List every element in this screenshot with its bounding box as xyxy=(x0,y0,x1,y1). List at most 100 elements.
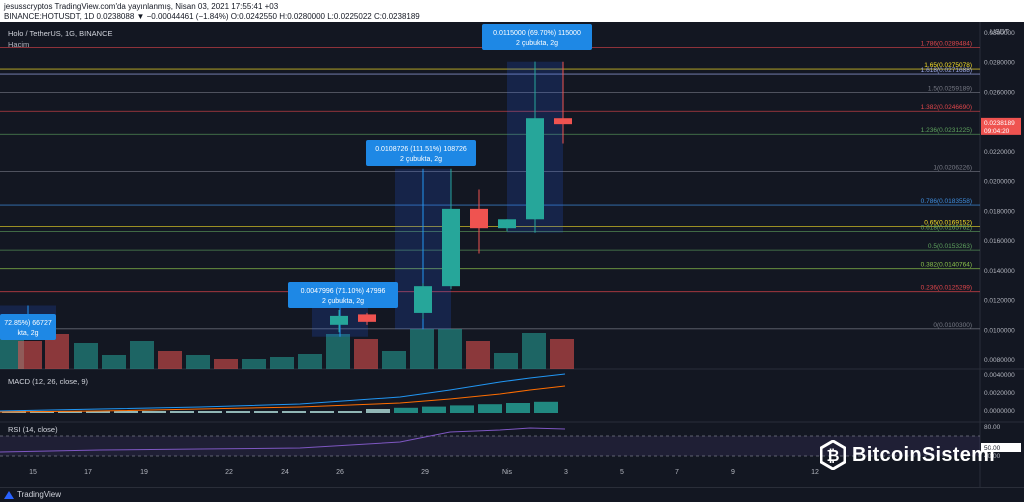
candle-body xyxy=(470,208,488,229)
tradingview-icon xyxy=(4,490,14,499)
volume-bar xyxy=(354,339,378,369)
fib-label: 0.65(0.0169152) xyxy=(924,219,972,226)
time-tick: 15 xyxy=(29,469,37,476)
candle-body xyxy=(442,208,460,287)
macd-histogram-bar xyxy=(198,411,222,413)
volume-bar xyxy=(186,355,210,369)
volume-bar xyxy=(326,334,350,369)
rsi-tick: 50.00 xyxy=(984,445,1001,452)
price-tick: 0.0080000 xyxy=(984,357,1015,364)
macd-histogram-bar xyxy=(506,403,530,413)
price-tick: 0.0260000 xyxy=(984,89,1015,96)
price-chart[interactable]: 1.786(0.0289484) 1.65(0.0275078)1.618(0.0… xyxy=(0,22,1024,487)
symbol-ohlc: BINANCE:HOTUSDT, 1D 0.0238088 ▼ −0.00044… xyxy=(4,12,420,21)
time-tick: 22 xyxy=(225,469,233,476)
price-tick: 0.0160000 xyxy=(984,238,1015,245)
macd-histogram-bar xyxy=(366,409,390,413)
measure-value: 0.0047996 (71.10%) 47996 xyxy=(301,288,386,295)
candle-body xyxy=(358,314,376,322)
volume-bar xyxy=(466,341,490,369)
macd-histogram-bar xyxy=(254,411,278,413)
price-tick: 0.0220000 xyxy=(984,149,1015,156)
volume-bar xyxy=(494,353,518,369)
rsi-tick: 80.00 xyxy=(984,424,1001,431)
macd-histogram-bar xyxy=(226,411,250,413)
measure-value: 72.85%) 66727 xyxy=(4,320,52,327)
macd-histogram-bar xyxy=(338,411,362,413)
candle-body xyxy=(526,118,544,220)
macd-line xyxy=(0,373,566,412)
macd-tick: 0.0040000 xyxy=(984,372,1015,379)
price-tick: 0.0200000 xyxy=(984,179,1015,186)
volume-bar xyxy=(522,333,546,369)
volume-bar xyxy=(550,339,574,369)
rsi-legend[interactable]: RSI (14, close) xyxy=(8,425,58,434)
time-tick: 24 xyxy=(281,469,289,476)
last-price-tag xyxy=(981,117,1021,135)
measure-label-bg xyxy=(288,282,398,308)
tradingview-logo: TradingView xyxy=(4,490,61,499)
macd-tick: 0.0020000 xyxy=(984,390,1015,397)
bitcoin-icon: ₿ xyxy=(820,440,846,470)
time-tick: 12 xyxy=(811,469,819,476)
macd-histogram-bar xyxy=(534,401,558,413)
time-tick: 19 xyxy=(140,469,148,476)
macd-histogram-bar xyxy=(394,407,418,413)
price-tick: 0.0120000 xyxy=(984,298,1015,305)
volume-bar xyxy=(270,357,294,369)
fib-label: 1.618(0.0271688) xyxy=(921,67,972,74)
bottom-bar xyxy=(0,487,1024,502)
last-price-text: 0.0238189 xyxy=(984,120,1015,127)
macd-histogram-bar xyxy=(478,404,502,413)
price-tick: 0.0180000 xyxy=(984,208,1015,215)
fib-label: 1.382(0.0246690) xyxy=(921,104,972,111)
macd-histogram-bar xyxy=(58,411,82,413)
svg-text:₿: ₿ xyxy=(826,447,839,465)
measure-value: 0.0115000 (69.70%) 115000 xyxy=(493,30,581,37)
rsi-last-tag xyxy=(981,443,1021,452)
macd-tick: 0.0000000 xyxy=(984,408,1015,415)
volume-bar xyxy=(382,351,406,369)
rsi-tick: 40.00 xyxy=(984,453,1001,460)
volume-bar xyxy=(158,351,182,369)
symbol-legend[interactable]: Holo / TetherUS, 1G, BINANCE xyxy=(8,29,113,38)
signal-line xyxy=(0,385,566,413)
measure-label-bg xyxy=(0,314,56,340)
volume-bar xyxy=(410,329,434,369)
macd-histogram-bar xyxy=(310,411,334,413)
volume-bar xyxy=(74,343,98,369)
time-tick: Nis xyxy=(502,469,513,476)
measure-value: 0.0108726 (111.51%) 108726 xyxy=(375,146,467,153)
macd-legend[interactable]: MACD (12, 26, close, 9) xyxy=(8,377,89,386)
fib-label: 0(0.0100300) xyxy=(933,322,972,329)
measure-label-bg xyxy=(482,24,592,50)
price-tick: 0.0300000 xyxy=(984,30,1015,37)
fib-label: 0.5(0.0153263) xyxy=(928,243,972,250)
volume-bar xyxy=(102,355,126,369)
macd-histogram-bar xyxy=(282,411,306,413)
volume-bar xyxy=(242,359,266,369)
macd-histogram-bar xyxy=(114,411,138,413)
publish-header: jesusscryptos TradingView.com'da yayınla… xyxy=(0,0,1024,22)
time-tick: 9 xyxy=(731,469,735,476)
volume-bar xyxy=(438,329,462,369)
chart-area[interactable]: 1.786(0.0289484) 1.65(0.0275078) 1.618(0.0… xyxy=(0,22,1024,487)
candle-body xyxy=(414,286,432,313)
watermark-text: BitcoinSistemi xyxy=(852,443,996,466)
price-tick: 0.0140000 xyxy=(984,268,1015,275)
volume-legend[interactable]: Hacim xyxy=(8,40,30,49)
fib-label: 1.236(0.0231225) xyxy=(921,127,972,134)
measure-sub: 2 çubukta, 2g xyxy=(322,298,364,305)
price-tick: 0.0280000 xyxy=(984,60,1015,67)
fib-label: 1.786(0.0289484) xyxy=(921,41,972,48)
rsi-line xyxy=(0,427,566,453)
time-tick: 3 xyxy=(564,469,568,476)
time-tick: 7 xyxy=(675,469,679,476)
fib-label: 0.786(0.0183558) xyxy=(921,198,972,205)
volume-bar xyxy=(18,341,42,369)
price-tick: 0.0100000 xyxy=(984,327,1015,334)
candle-body xyxy=(498,219,516,229)
volume-bar xyxy=(214,359,238,369)
fib-label: 1(0.0206226) xyxy=(933,164,972,171)
measure-label-bg xyxy=(366,140,476,166)
